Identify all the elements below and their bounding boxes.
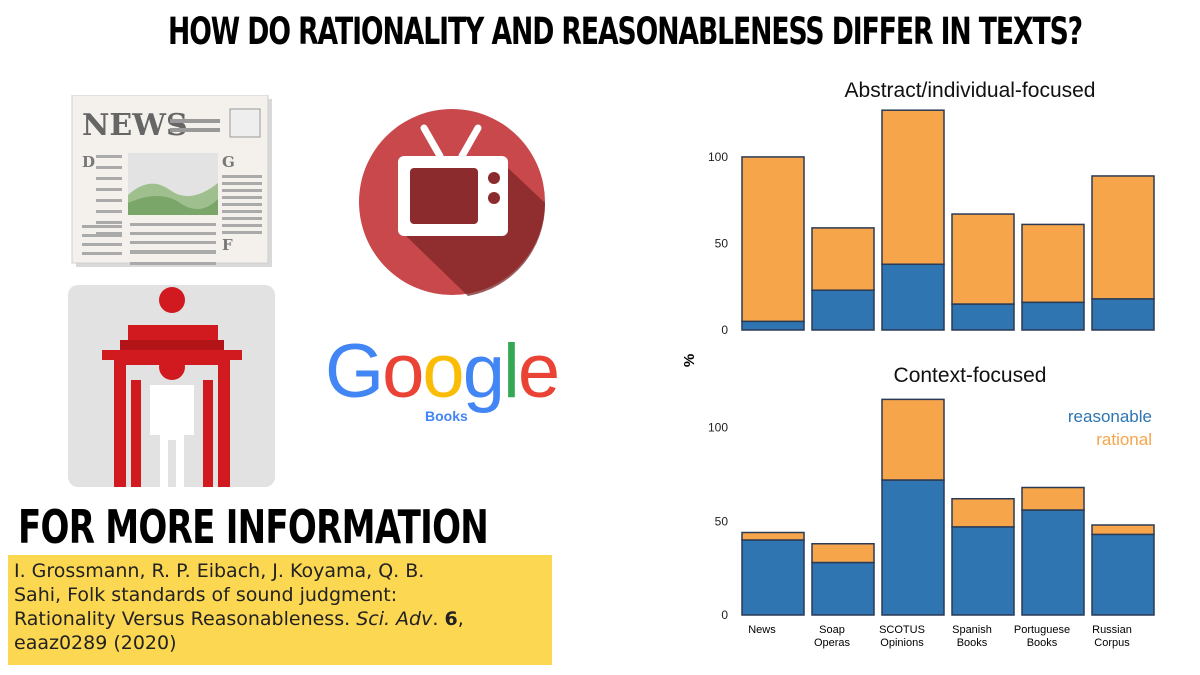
x-tick-label: SCOTUS Opinions <box>879 624 925 649</box>
headline: HOW DO RATIONALITY AND REASONABLENESS DI… <box>167 10 1083 53</box>
voting-booth-icon <box>68 285 275 487</box>
y-tick-label: 100 <box>708 421 728 435</box>
info-heading: FOR MORE INFORMATION <box>18 500 489 554</box>
chart-abstract-focused: Abstract/individual-focused 0 50 100 <box>708 79 1155 337</box>
legend-reasonable: reasonable <box>1067 407 1152 426</box>
x-tick-label: Russian Corpus <box>1092 624 1132 649</box>
bar-reasonable <box>741 320 805 331</box>
citation-journal: Sci. Adv <box>356 608 433 630</box>
bar-rational <box>881 398 945 481</box>
x-axis-labels: News Soap Operas SCOTUS Opinions Spanish Books… <box>728 624 1168 654</box>
citation-box: I. Grossmann, R. P. Eibach, J. Koyama, Q… <box>8 555 552 665</box>
x-tick-label: News <box>748 624 776 636</box>
x-tick-label: Spanish Books <box>952 624 992 649</box>
bar-reasonable <box>1091 533 1155 616</box>
bar-rational <box>811 227 875 291</box>
bar-reasonable <box>881 263 945 331</box>
bar-rational <box>741 156 805 323</box>
legend-rational: rational <box>1096 430 1152 449</box>
citation-line: I. Grossmann, R. P. Eibach, J. Koyama, Q… <box>14 560 425 582</box>
citation-volume: 6 <box>444 608 458 630</box>
bar-reasonable <box>951 303 1015 331</box>
bar-reasonable <box>881 479 945 616</box>
y-tick-label: 0 <box>721 608 728 622</box>
chart-title: Abstract/individual-focused <box>845 79 1096 102</box>
bar-reasonable <box>1021 301 1085 331</box>
bar-reasonable <box>811 561 875 616</box>
svg-text:F: F <box>222 236 233 254</box>
bar-rational <box>1091 524 1155 536</box>
bar-reasonable <box>741 539 805 616</box>
y-tick-label: 50 <box>715 236 729 250</box>
google-books-logo: Google Books <box>325 335 560 424</box>
x-tick-label: Portuguese Books <box>1013 624 1071 649</box>
citation-line: Rationality Versus Reasonableness. Sci. … <box>14 607 546 631</box>
bar-rational <box>951 213 1015 305</box>
citation-line: Sahi, Folk standards of sound judgment: <box>14 584 398 606</box>
svg-text:Google: Google <box>325 335 558 414</box>
bar-reasonable <box>811 289 875 331</box>
citation-text: . <box>432 608 445 630</box>
svg-text:G: G <box>222 153 235 171</box>
bar-reasonable <box>1091 298 1155 331</box>
bar-reasonable <box>951 526 1015 616</box>
citation-line: eaaz0289 (2020) <box>14 632 177 654</box>
bar-rational <box>951 498 1015 528</box>
newspaper-icon: NEWS D G F <box>71 95 272 267</box>
y-tick-label: 0 <box>721 323 728 337</box>
bar-rational <box>881 109 945 265</box>
y-tick-label: 100 <box>708 150 728 164</box>
x-tick-label: Soap Operas <box>813 624 851 649</box>
bar-rational <box>1021 486 1085 511</box>
y-tick-label: 50 <box>715 514 729 528</box>
chart-context-focused: Context-focused 0 50 100 <box>708 364 1155 622</box>
television-icon <box>359 109 546 296</box>
bar-rational <box>811 543 875 564</box>
bar-rational <box>1021 223 1085 304</box>
citation-text: Rationality Versus Reasonableness. <box>14 608 357 630</box>
chart-title: Context-focused <box>894 364 1047 387</box>
bar-rational <box>1091 175 1155 300</box>
bar-reasonable <box>1021 509 1085 616</box>
y-axis-label: % <box>681 353 699 368</box>
svg-text:D: D <box>82 153 95 171</box>
svg-text:Books: Books <box>425 408 468 424</box>
bar-rational <box>741 531 805 541</box>
citation-text: , <box>457 608 464 630</box>
svg-text:NEWS: NEWS <box>82 108 188 143</box>
